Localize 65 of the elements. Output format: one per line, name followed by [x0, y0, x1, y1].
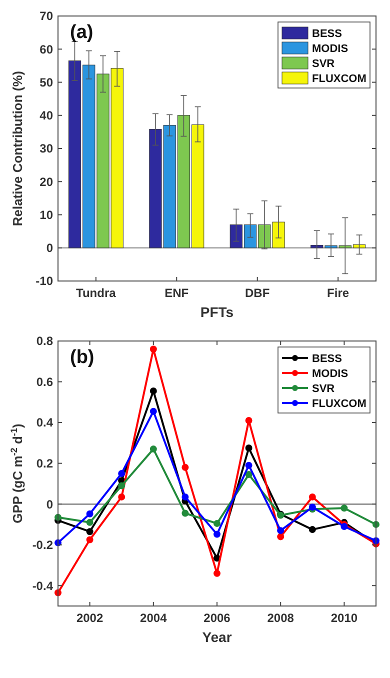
- y-tick-label: 0.8: [36, 334, 54, 348]
- point: [277, 533, 284, 540]
- y-tick-label: -10: [36, 274, 54, 288]
- point: [150, 408, 157, 415]
- x-tick-label: ENF: [164, 286, 189, 300]
- point: [86, 510, 94, 518]
- point: [118, 493, 126, 500]
- point: [182, 464, 189, 471]
- y-tick-label: 70: [40, 9, 54, 24]
- y-tick-label: 0.4: [36, 416, 54, 430]
- y-tick-label: 0.6: [36, 374, 54, 389]
- point: [182, 510, 189, 517]
- point: [150, 346, 157, 353]
- point: [118, 470, 126, 477]
- legend-label: BESS: [312, 28, 342, 40]
- point: [245, 471, 252, 478]
- y-axis-title: Relative Contribution (%): [10, 70, 25, 226]
- point: [150, 387, 157, 394]
- point: [86, 528, 94, 536]
- x-tick-label: DBF: [245, 286, 270, 300]
- legend-label: SVR: [312, 382, 335, 395]
- y-tick-label: 20: [40, 174, 54, 189]
- x-tick-label: 2008: [267, 611, 294, 625]
- point: [245, 444, 252, 452]
- x-tick-label: 2002: [76, 611, 104, 625]
- x-tick-label: Tundra: [76, 286, 116, 300]
- point: [340, 504, 348, 512]
- point: [118, 482, 126, 490]
- legend-label: FLUXCOM: [312, 398, 366, 410]
- y-tick-label: 0.2: [36, 456, 54, 471]
- point: [308, 493, 316, 500]
- x-tick-label: 2006: [204, 611, 231, 625]
- point: [182, 493, 189, 500]
- point: [245, 417, 252, 424]
- point: [86, 536, 94, 544]
- point: [214, 520, 220, 527]
- y-tick-label: -0.2: [32, 538, 54, 552]
- point: [340, 523, 348, 530]
- point: [150, 446, 157, 453]
- point: [245, 462, 252, 469]
- point: [214, 570, 220, 577]
- legend-label: BESS: [312, 352, 342, 365]
- y-tick-label: 30: [40, 142, 54, 156]
- legend-label: MODIS: [312, 42, 348, 55]
- legend-label: FLUXCOM: [312, 72, 366, 85]
- x-tick-label: 2010: [330, 611, 358, 625]
- legend-label: SVR: [312, 58, 335, 70]
- x-tick-label: Fire: [327, 286, 350, 300]
- y-tick-label: 60: [40, 42, 54, 56]
- legend-label: MODIS: [312, 368, 348, 380]
- x-axis-title: Year: [202, 629, 232, 645]
- y-tick-label: -0.4: [32, 578, 54, 593]
- point: [277, 527, 284, 534]
- y-tick-label: 50: [40, 75, 54, 90]
- point: [86, 518, 94, 526]
- x-axis-title: PFTs: [200, 304, 234, 320]
- point: [308, 526, 316, 534]
- point: [214, 530, 220, 538]
- x-tick-label: 2004: [140, 611, 168, 625]
- y-tick-label: 40: [40, 108, 54, 123]
- annotation: (b): [70, 347, 94, 368]
- y-tick-label: 10: [40, 208, 54, 222]
- y-tick-label: 0: [46, 497, 54, 512]
- y-tick-label: 0: [46, 241, 54, 256]
- annotation: (a): [70, 22, 94, 43]
